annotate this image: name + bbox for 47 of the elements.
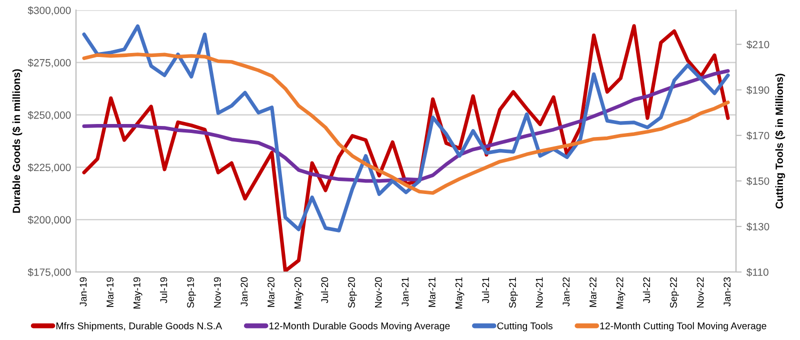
y-tick-label: $225,000 [28, 163, 71, 172]
line-series [82, 24, 730, 272]
line-series [82, 24, 730, 232]
y2-tick-label: $110 [746, 268, 768, 276]
x-tick-label: Jul-20 [320, 277, 328, 304]
x-tick-label: Jan-19 [80, 277, 87, 306]
legend-label: Cutting Tools [497, 322, 552, 332]
y-tick-label: $300,000 [28, 6, 71, 16]
x-tick-label: May-21 [455, 277, 464, 308]
x-tick-label: Jan-23 [724, 277, 731, 306]
x-tick-label: Sep-22 [670, 277, 679, 308]
x-tick-label: Jul-19 [160, 277, 168, 304]
y2-tick-label: $190 [746, 86, 770, 94]
x-tick-label: Mar-19 [106, 277, 114, 307]
line-series [82, 69, 730, 183]
x-tick-label: May-19 [133, 277, 142, 308]
x-tick-label: Sep-20 [348, 277, 357, 308]
line-series [82, 52, 730, 195]
x-tick-label: Nov-22 [696, 277, 704, 308]
x-tick-label: Jan-22 [562, 277, 570, 306]
y-tick-label: $175,000 [28, 268, 71, 278]
x-tick-label: Sep-21 [509, 277, 518, 308]
legend-label: 12-Month Durable Goods Moving Average [269, 322, 450, 332]
y2-axis-title: Cutting Tools ($ in Millions) [775, 74, 786, 209]
y2-tick-label: $150 [746, 177, 770, 186]
x-tick-label: Nov-19 [214, 277, 221, 308]
y-tick-label: $275,000 [28, 58, 71, 68]
x-tick-label: Nov-21 [536, 277, 543, 308]
y-axis-title: Durable Goods ($ in millions) [12, 69, 22, 213]
y-tick-label: $200,000 [28, 216, 71, 225]
x-tick-label: Mar-21 [428, 277, 436, 307]
legend-label: 12-Month Cutting Tool Moving Average [600, 322, 766, 332]
y2-tick-label: $130 [746, 222, 770, 231]
x-tick-label: May-20 [294, 277, 304, 308]
y2-tick-label: $210 [746, 40, 770, 49]
x-tick-label: May-22 [616, 277, 626, 308]
x-tick-label: Mar-20 [268, 277, 274, 307]
y-tick-label: $250,000 [28, 110, 71, 120]
y2-tick-label: $170 [746, 131, 770, 140]
x-tick-label: Jan-21 [402, 277, 409, 306]
x-tick-label: Mar-22 [590, 277, 596, 307]
x-tick-label: Nov-20 [374, 277, 382, 308]
x-tick-label: Jul-21 [482, 277, 490, 304]
x-tick-label: Sep-19 [187, 277, 196, 308]
x-tick-label: Jul-22 [642, 277, 650, 304]
x-tick-label: Jan-20 [240, 277, 248, 306]
legend-label: Mfrs Shipments, Durable Goods N.S.A [56, 322, 222, 332]
